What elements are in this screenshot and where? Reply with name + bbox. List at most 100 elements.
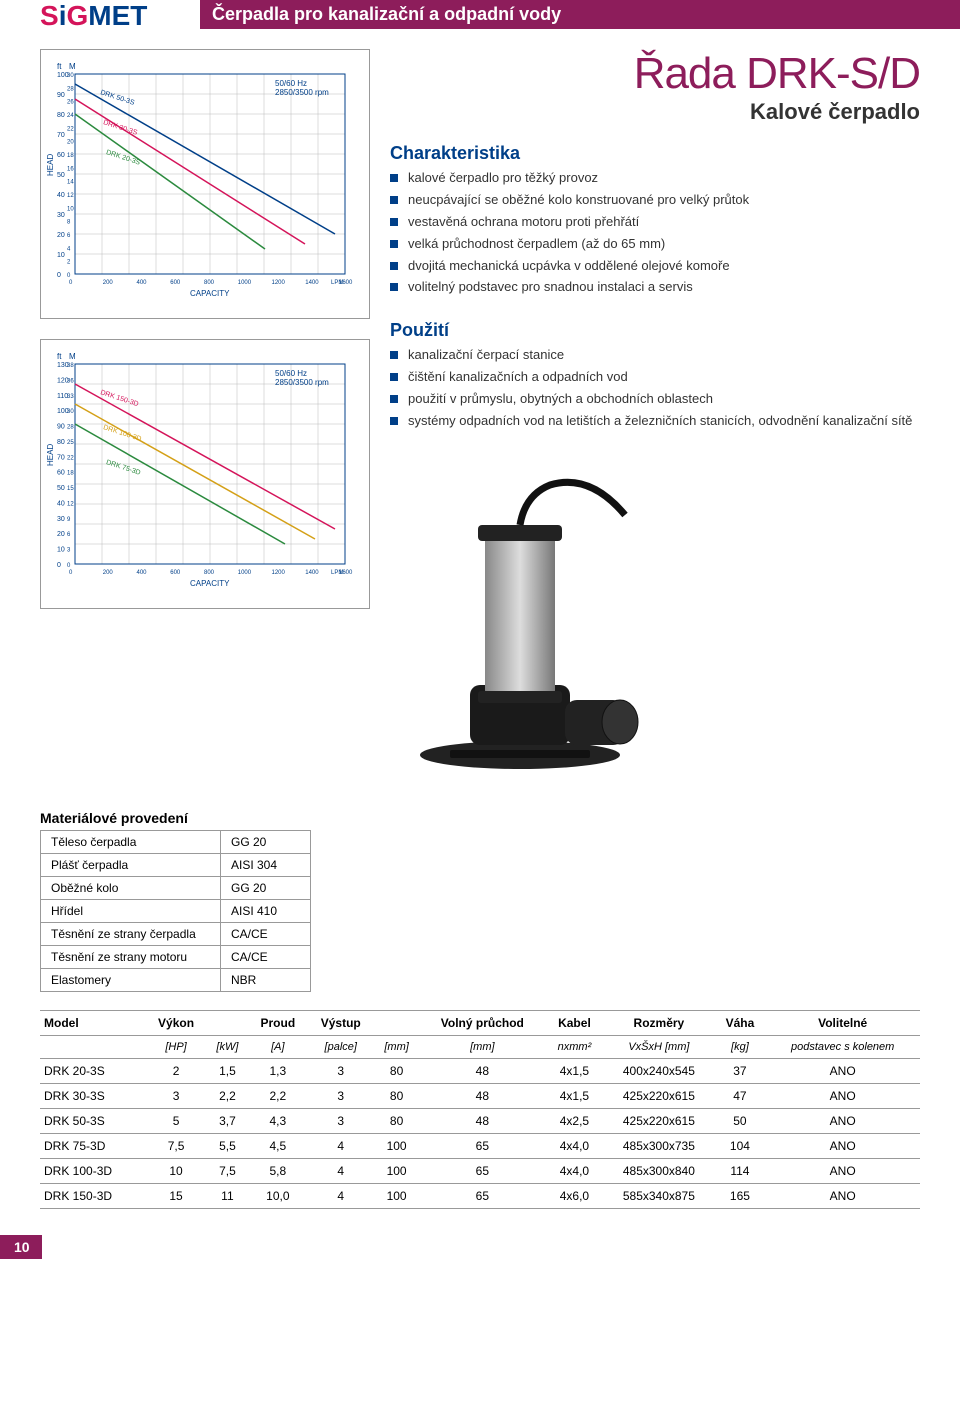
svg-text:18: 18 bbox=[67, 153, 74, 159]
svg-text:38: 38 bbox=[67, 363, 74, 369]
svg-text:0: 0 bbox=[67, 273, 71, 279]
spec-cell: 48 bbox=[419, 1058, 545, 1083]
spec-cell: 3 bbox=[307, 1083, 374, 1108]
svg-text:M: M bbox=[69, 62, 76, 71]
svg-text:70: 70 bbox=[57, 132, 65, 139]
spec-header: Výstup bbox=[307, 1010, 374, 1035]
svg-text:60: 60 bbox=[57, 470, 65, 477]
material-row: HřídelAISI 410 bbox=[41, 899, 311, 922]
spec-cell: 65 bbox=[419, 1133, 545, 1158]
performance-chart-2: 0102030405060708090100110120130036912151… bbox=[40, 339, 370, 609]
spec-subheader: [kg] bbox=[714, 1035, 765, 1058]
material-row: ElastomeryNBR bbox=[41, 968, 311, 991]
svg-text:14: 14 bbox=[67, 180, 74, 186]
svg-text:600: 600 bbox=[170, 570, 181, 576]
spec-header: Váha bbox=[714, 1010, 765, 1035]
material-cell: Hřídel bbox=[41, 899, 221, 922]
spec-cell: ANO bbox=[765, 1158, 920, 1183]
spec-header: Volitelné bbox=[765, 1010, 920, 1035]
spec-cell: 2 bbox=[146, 1058, 207, 1083]
material-heading: Materiálové provedení bbox=[40, 810, 920, 826]
charakteristika-item: volitelný podstavec pro snadnou instalac… bbox=[390, 279, 920, 296]
spec-cell: 100 bbox=[374, 1158, 419, 1183]
svg-text:20: 20 bbox=[67, 140, 74, 146]
material-cell: Oběžné kolo bbox=[41, 876, 221, 899]
svg-text:60: 60 bbox=[57, 152, 65, 159]
charakteristika-list: kalové čerpadlo pro těžký provozneucpáva… bbox=[390, 170, 920, 296]
svg-text:200: 200 bbox=[103, 570, 114, 576]
spec-cell: 4 bbox=[307, 1133, 374, 1158]
svg-text:1000: 1000 bbox=[238, 570, 252, 576]
spec-subheader: nxmm² bbox=[546, 1035, 604, 1058]
spec-header: Výkon bbox=[146, 1010, 207, 1035]
material-cell: CA/CE bbox=[221, 945, 311, 968]
spec-cell: 1,5 bbox=[207, 1058, 249, 1083]
spec-subheader bbox=[40, 1035, 146, 1058]
material-table: Materiálové provedení Těleso čerpadlaGG … bbox=[40, 810, 920, 992]
spec-cell: 4x1,5 bbox=[546, 1083, 604, 1108]
material-cell: Těleso čerpadla bbox=[41, 830, 221, 853]
spec-cell: 80 bbox=[374, 1108, 419, 1133]
svg-text:20: 20 bbox=[57, 232, 65, 239]
svg-text:1400: 1400 bbox=[305, 570, 319, 576]
spec-cell: 4,5 bbox=[248, 1133, 307, 1158]
pouziti-heading: Použití bbox=[390, 320, 920, 341]
material-row: Těleso čerpadlaGG 20 bbox=[41, 830, 311, 853]
svg-text:CAPACITY: CAPACITY bbox=[190, 579, 230, 588]
charakteristika-item: kalové čerpadlo pro těžký provoz bbox=[390, 170, 920, 187]
spec-row: DRK 50-3S53,74,3380484x2,5425x220x61550A… bbox=[40, 1108, 920, 1133]
svg-text:50: 50 bbox=[57, 172, 65, 179]
svg-text:80: 80 bbox=[57, 439, 65, 446]
svg-text:2: 2 bbox=[67, 260, 71, 266]
charakteristika-item: vestavěná ochrana motoru proti přehřátí bbox=[390, 214, 920, 231]
svg-text:M: M bbox=[69, 352, 76, 361]
svg-text:DRK 20-3S: DRK 20-3S bbox=[105, 149, 141, 167]
svg-text:1400: 1400 bbox=[305, 280, 319, 286]
svg-text:9: 9 bbox=[67, 517, 71, 523]
svg-text:6: 6 bbox=[67, 233, 71, 239]
spec-cell: DRK 50-3S bbox=[40, 1108, 146, 1133]
svg-text:22: 22 bbox=[67, 455, 74, 461]
svg-text:HEAD: HEAD bbox=[46, 444, 55, 466]
svg-text:36: 36 bbox=[67, 378, 74, 384]
material-cell: AISI 410 bbox=[221, 899, 311, 922]
svg-text:LPM: LPM bbox=[331, 280, 343, 286]
spec-cell: 104 bbox=[714, 1133, 765, 1158]
pouziti-item: čištění kanalizačních a odpadních vod bbox=[390, 369, 920, 386]
spec-cell: 47 bbox=[714, 1083, 765, 1108]
spec-cell: DRK 20-3S bbox=[40, 1058, 146, 1083]
material-cell: Elastomery bbox=[41, 968, 221, 991]
svg-text:15: 15 bbox=[67, 486, 74, 492]
svg-text:40: 40 bbox=[57, 500, 65, 507]
spec-cell: 5,5 bbox=[207, 1133, 249, 1158]
svg-text:12: 12 bbox=[67, 193, 74, 199]
svg-text:33: 33 bbox=[67, 394, 74, 400]
spec-row: DRK 150-3D151110,04100654x6,0585x340x875… bbox=[40, 1183, 920, 1208]
spec-cell: ANO bbox=[765, 1108, 920, 1133]
spec-cell: 400x240x545 bbox=[603, 1058, 714, 1083]
spec-cell: 114 bbox=[714, 1158, 765, 1183]
spec-cell: 80 bbox=[374, 1083, 419, 1108]
material-cell: Těsnění ze strany motoru bbox=[41, 945, 221, 968]
spec-cell: 4x4,0 bbox=[546, 1158, 604, 1183]
spec-row: DRK 75-3D7,55,54,54100654x4,0485x300x735… bbox=[40, 1133, 920, 1158]
material-cell: Plášť čerpadla bbox=[41, 853, 221, 876]
svg-text:8: 8 bbox=[67, 220, 71, 226]
svg-text:1200: 1200 bbox=[272, 570, 286, 576]
spec-cell: 4x2,5 bbox=[546, 1108, 604, 1133]
spec-cell: 37 bbox=[714, 1058, 765, 1083]
svg-text:DRK 50-3S: DRK 50-3S bbox=[99, 89, 135, 107]
material-row: Těsnění ze strany motoruCA/CE bbox=[41, 945, 311, 968]
spec-header bbox=[207, 1010, 249, 1035]
svg-text:70: 70 bbox=[57, 454, 65, 461]
svg-text:10: 10 bbox=[67, 206, 74, 212]
logo-met: MET bbox=[88, 0, 147, 31]
spec-cell: 80 bbox=[374, 1058, 419, 1083]
svg-text:800: 800 bbox=[204, 280, 215, 286]
spec-cell: 5 bbox=[146, 1108, 207, 1133]
spec-cell: 50 bbox=[714, 1108, 765, 1133]
svg-text:24: 24 bbox=[67, 113, 74, 119]
spec-cell: 4x6,0 bbox=[546, 1183, 604, 1208]
spec-cell: 485x300x735 bbox=[603, 1133, 714, 1158]
spec-cell: 585x340x875 bbox=[603, 1183, 714, 1208]
